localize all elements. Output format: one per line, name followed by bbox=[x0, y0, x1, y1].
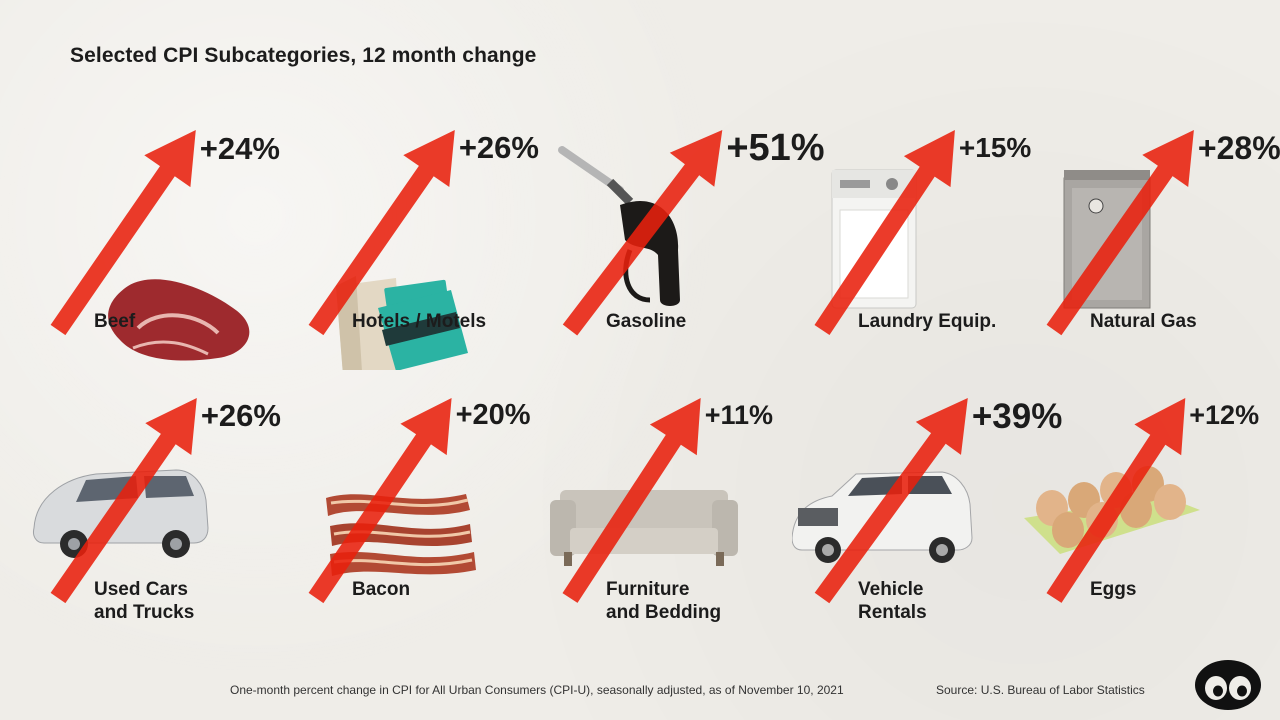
arrow-mark-furniture-and-bedding bbox=[562, 398, 701, 603]
value-label-used-cars-and-trucks: +26% bbox=[200, 398, 281, 434]
category-label-line: and Bedding bbox=[606, 602, 722, 623]
cpi-item-used-cars-and-trucks: +26% Used Cars and Trucks bbox=[28, 378, 284, 638]
arrow-mark-used-cars-and-trucks bbox=[50, 398, 197, 604]
arrow-mark-vehicle-rentals bbox=[814, 398, 968, 604]
arrow-beef bbox=[50, 130, 196, 336]
cpi-item-natural-gas: +28% Natural Gas bbox=[1024, 110, 1280, 370]
value-label-gasoline: +51% bbox=[726, 127, 825, 169]
category-label-line: Gasoline bbox=[606, 311, 687, 332]
arrow-laundry-equip bbox=[814, 130, 955, 335]
value-label-beef: +24% bbox=[199, 130, 280, 166]
cpi-item-laundry-equip: +15% Laundry Equip. bbox=[792, 110, 1048, 370]
arrow-mark-hotels-motels bbox=[308, 130, 455, 336]
cpi-item-furniture-and-bedding: +11% Furniture and Bedding bbox=[540, 378, 796, 638]
cpi-item-eggs: +12% Eggs bbox=[1024, 378, 1280, 638]
beef-icon bbox=[108, 279, 250, 361]
category-label-bacon: Bacon bbox=[352, 578, 410, 601]
category-label-line: Natural Gas bbox=[1090, 311, 1197, 332]
arrow-mark-gasoline bbox=[562, 130, 723, 336]
minivan-icon bbox=[33, 469, 209, 558]
category-label-hotels-motels: Hotels / Motels bbox=[352, 310, 486, 333]
arrow-used-cars-and-trucks bbox=[50, 398, 197, 604]
hotel-keycard-icon bbox=[336, 276, 468, 370]
arrow-gasoline bbox=[562, 130, 723, 336]
arrow-vehicle-rentals bbox=[814, 398, 968, 604]
value-label-eggs: +12% bbox=[1189, 400, 1260, 431]
arrow-mark-natural-gas bbox=[1046, 130, 1194, 336]
cpi-item-vehicle-rentals: +39% Vehicle Rentals bbox=[792, 378, 1062, 638]
category-label-vehicle-rentals: Vehicle Rentals bbox=[858, 578, 927, 624]
value-label-vehicle-rentals: +39% bbox=[971, 396, 1063, 436]
value-label-furniture-and-bedding: +11% bbox=[704, 400, 774, 431]
cpi-item-gasoline: +51% Gasoline bbox=[540, 110, 825, 370]
value-label-hotels-motels: +26% bbox=[458, 130, 539, 166]
cpi-item-hotels-motels: +26% Hotels / Motels bbox=[286, 110, 542, 370]
cpi-item-bacon: +20% Bacon bbox=[286, 378, 542, 638]
arrow-eggs bbox=[1046, 398, 1186, 603]
category-label-line: Eggs bbox=[1090, 579, 1137, 600]
category-label-laundry-equip: Laundry Equip. bbox=[858, 310, 996, 333]
bacon-icon bbox=[326, 494, 476, 576]
category-label-beef: Beef bbox=[94, 310, 135, 333]
category-label-line: and Trucks bbox=[94, 602, 195, 623]
arrow-mark-laundry-equip bbox=[814, 130, 955, 335]
category-label-line: Used Cars bbox=[94, 579, 188, 600]
value-label-laundry-equip: +15% bbox=[958, 131, 1032, 163]
arrow-hotels-motels bbox=[308, 130, 455, 336]
category-label-line: Beef bbox=[94, 311, 136, 332]
category-label-line: Bacon bbox=[352, 579, 411, 600]
arrow-natural-gas bbox=[1046, 130, 1194, 336]
value-label-natural-gas: +28% bbox=[1197, 130, 1280, 167]
category-label-line: Vehicle bbox=[858, 579, 924, 600]
arrow-mark-bacon bbox=[308, 398, 452, 604]
visual-capitalist-logo bbox=[1195, 660, 1261, 710]
arrow-mark-eggs bbox=[1046, 398, 1186, 603]
footnote: One-month percent change in CPI for All … bbox=[230, 683, 844, 697]
category-label-gasoline: Gasoline bbox=[606, 310, 686, 333]
category-label-natural-gas: Natural Gas bbox=[1090, 310, 1197, 333]
category-label-furniture-and-bedding: Furniture and Bedding bbox=[606, 578, 721, 624]
arrow-furniture-and-bedding bbox=[562, 398, 701, 603]
arrow-bacon bbox=[308, 398, 452, 604]
category-label-line: Laundry Equip. bbox=[858, 311, 997, 332]
category-label-line: Rentals bbox=[858, 602, 927, 623]
category-label-eggs: Eggs bbox=[1090, 578, 1136, 601]
category-label-line: Hotels / Motels bbox=[352, 311, 487, 332]
category-label-used-cars-and-trucks: Used Cars and Trucks bbox=[94, 578, 194, 624]
category-label-line: Furniture bbox=[606, 579, 690, 600]
source-note: Source: U.S. Bureau of Labor Statistics bbox=[936, 683, 1145, 697]
arrow-mark-beef bbox=[50, 130, 196, 336]
cpi-item-beef: +24% Beef bbox=[28, 110, 284, 370]
chart-title: Selected CPI Subcategories, 12 month cha… bbox=[70, 44, 537, 67]
value-label-bacon: +20% bbox=[455, 399, 531, 432]
